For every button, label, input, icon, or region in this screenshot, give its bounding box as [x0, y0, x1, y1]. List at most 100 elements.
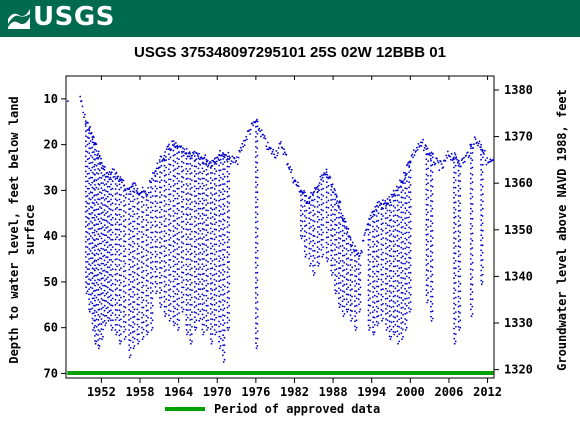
data-point	[341, 295, 344, 297]
data-point	[403, 178, 406, 181]
data-point	[228, 231, 231, 234]
data-point	[209, 172, 212, 174]
data-point	[277, 147, 280, 149]
data-point	[317, 265, 320, 267]
data-point	[84, 125, 87, 127]
data-point	[172, 280, 175, 283]
data-point	[159, 266, 162, 269]
data-point	[160, 179, 163, 182]
data-point	[163, 205, 166, 207]
data-point	[201, 288, 204, 291]
data-point	[218, 179, 221, 182]
data-point	[432, 152, 434, 155]
data-point	[218, 290, 221, 293]
data-point	[193, 225, 196, 228]
data-point	[99, 293, 101, 296]
data-point	[409, 191, 412, 194]
data-point	[205, 314, 208, 317]
data-point	[338, 252, 340, 255]
data-point	[160, 208, 163, 211]
data-point	[106, 291, 109, 294]
data-point	[199, 244, 202, 247]
data-point	[388, 229, 391, 232]
data-point	[181, 241, 183, 244]
data-point	[116, 302, 118, 304]
data-point	[182, 235, 185, 238]
data-point	[97, 258, 100, 261]
data-point	[454, 153, 457, 156]
data-point	[174, 249, 176, 251]
data-point	[349, 279, 352, 281]
data-point	[110, 294, 112, 297]
data-point	[128, 258, 130, 261]
data-point	[470, 227, 472, 230]
data-point	[108, 295, 111, 298]
data-point	[106, 206, 109, 208]
data-point	[142, 211, 145, 214]
data-point	[111, 195, 114, 197]
data-point	[228, 312, 231, 314]
data-point	[398, 201, 400, 204]
data-point	[222, 163, 225, 166]
data-point	[128, 248, 131, 251]
data-point	[392, 320, 395, 323]
data-point	[398, 325, 401, 328]
data-point	[93, 136, 95, 139]
data-point	[128, 193, 130, 196]
data-point	[193, 245, 196, 248]
data-point	[431, 251, 434, 254]
data-point	[118, 223, 121, 226]
data-point	[215, 228, 218, 231]
data-point	[182, 227, 185, 230]
data-point	[453, 222, 456, 224]
data-point	[376, 205, 378, 207]
data-point	[151, 246, 154, 249]
data-point	[480, 279, 483, 282]
data-point	[133, 235, 136, 238]
data-point	[305, 202, 308, 205]
data-point	[345, 278, 348, 281]
data-point	[382, 207, 384, 210]
data-point	[322, 202, 325, 205]
data-point	[243, 144, 246, 147]
data-point	[480, 184, 482, 186]
data-point	[425, 233, 428, 236]
data-point	[226, 195, 229, 198]
data-point	[404, 197, 406, 200]
data-point	[128, 208, 131, 211]
data-point	[215, 243, 218, 246]
data-point	[367, 299, 370, 302]
data-point	[458, 329, 461, 331]
data-point	[279, 142, 282, 145]
data-point	[215, 324, 218, 326]
data-point	[160, 164, 163, 167]
data-point	[331, 220, 334, 223]
data-point	[386, 275, 389, 278]
data-point	[474, 138, 477, 141]
data-point	[124, 314, 127, 316]
data-point	[136, 278, 139, 281]
data-point	[182, 242, 185, 245]
data-point	[108, 215, 111, 217]
x-tick-label: 1964	[164, 385, 193, 399]
data-point	[256, 198, 259, 201]
data-point	[196, 154, 199, 156]
data-point	[164, 315, 167, 318]
data-point	[460, 159, 463, 162]
data-point	[154, 235, 157, 238]
data-point	[218, 305, 221, 308]
data-point	[132, 220, 134, 223]
data-point	[226, 291, 229, 294]
data-point	[404, 323, 407, 325]
data-point	[168, 249, 171, 251]
data-point	[102, 314, 104, 316]
data-point	[205, 244, 208, 247]
data-point	[222, 258, 224, 261]
data-point	[354, 305, 356, 308]
data-point	[335, 216, 338, 219]
data-point	[425, 193, 428, 196]
data-point	[178, 326, 180, 329]
data-point	[430, 215, 432, 217]
data-point	[318, 182, 321, 184]
data-point	[386, 304, 389, 307]
